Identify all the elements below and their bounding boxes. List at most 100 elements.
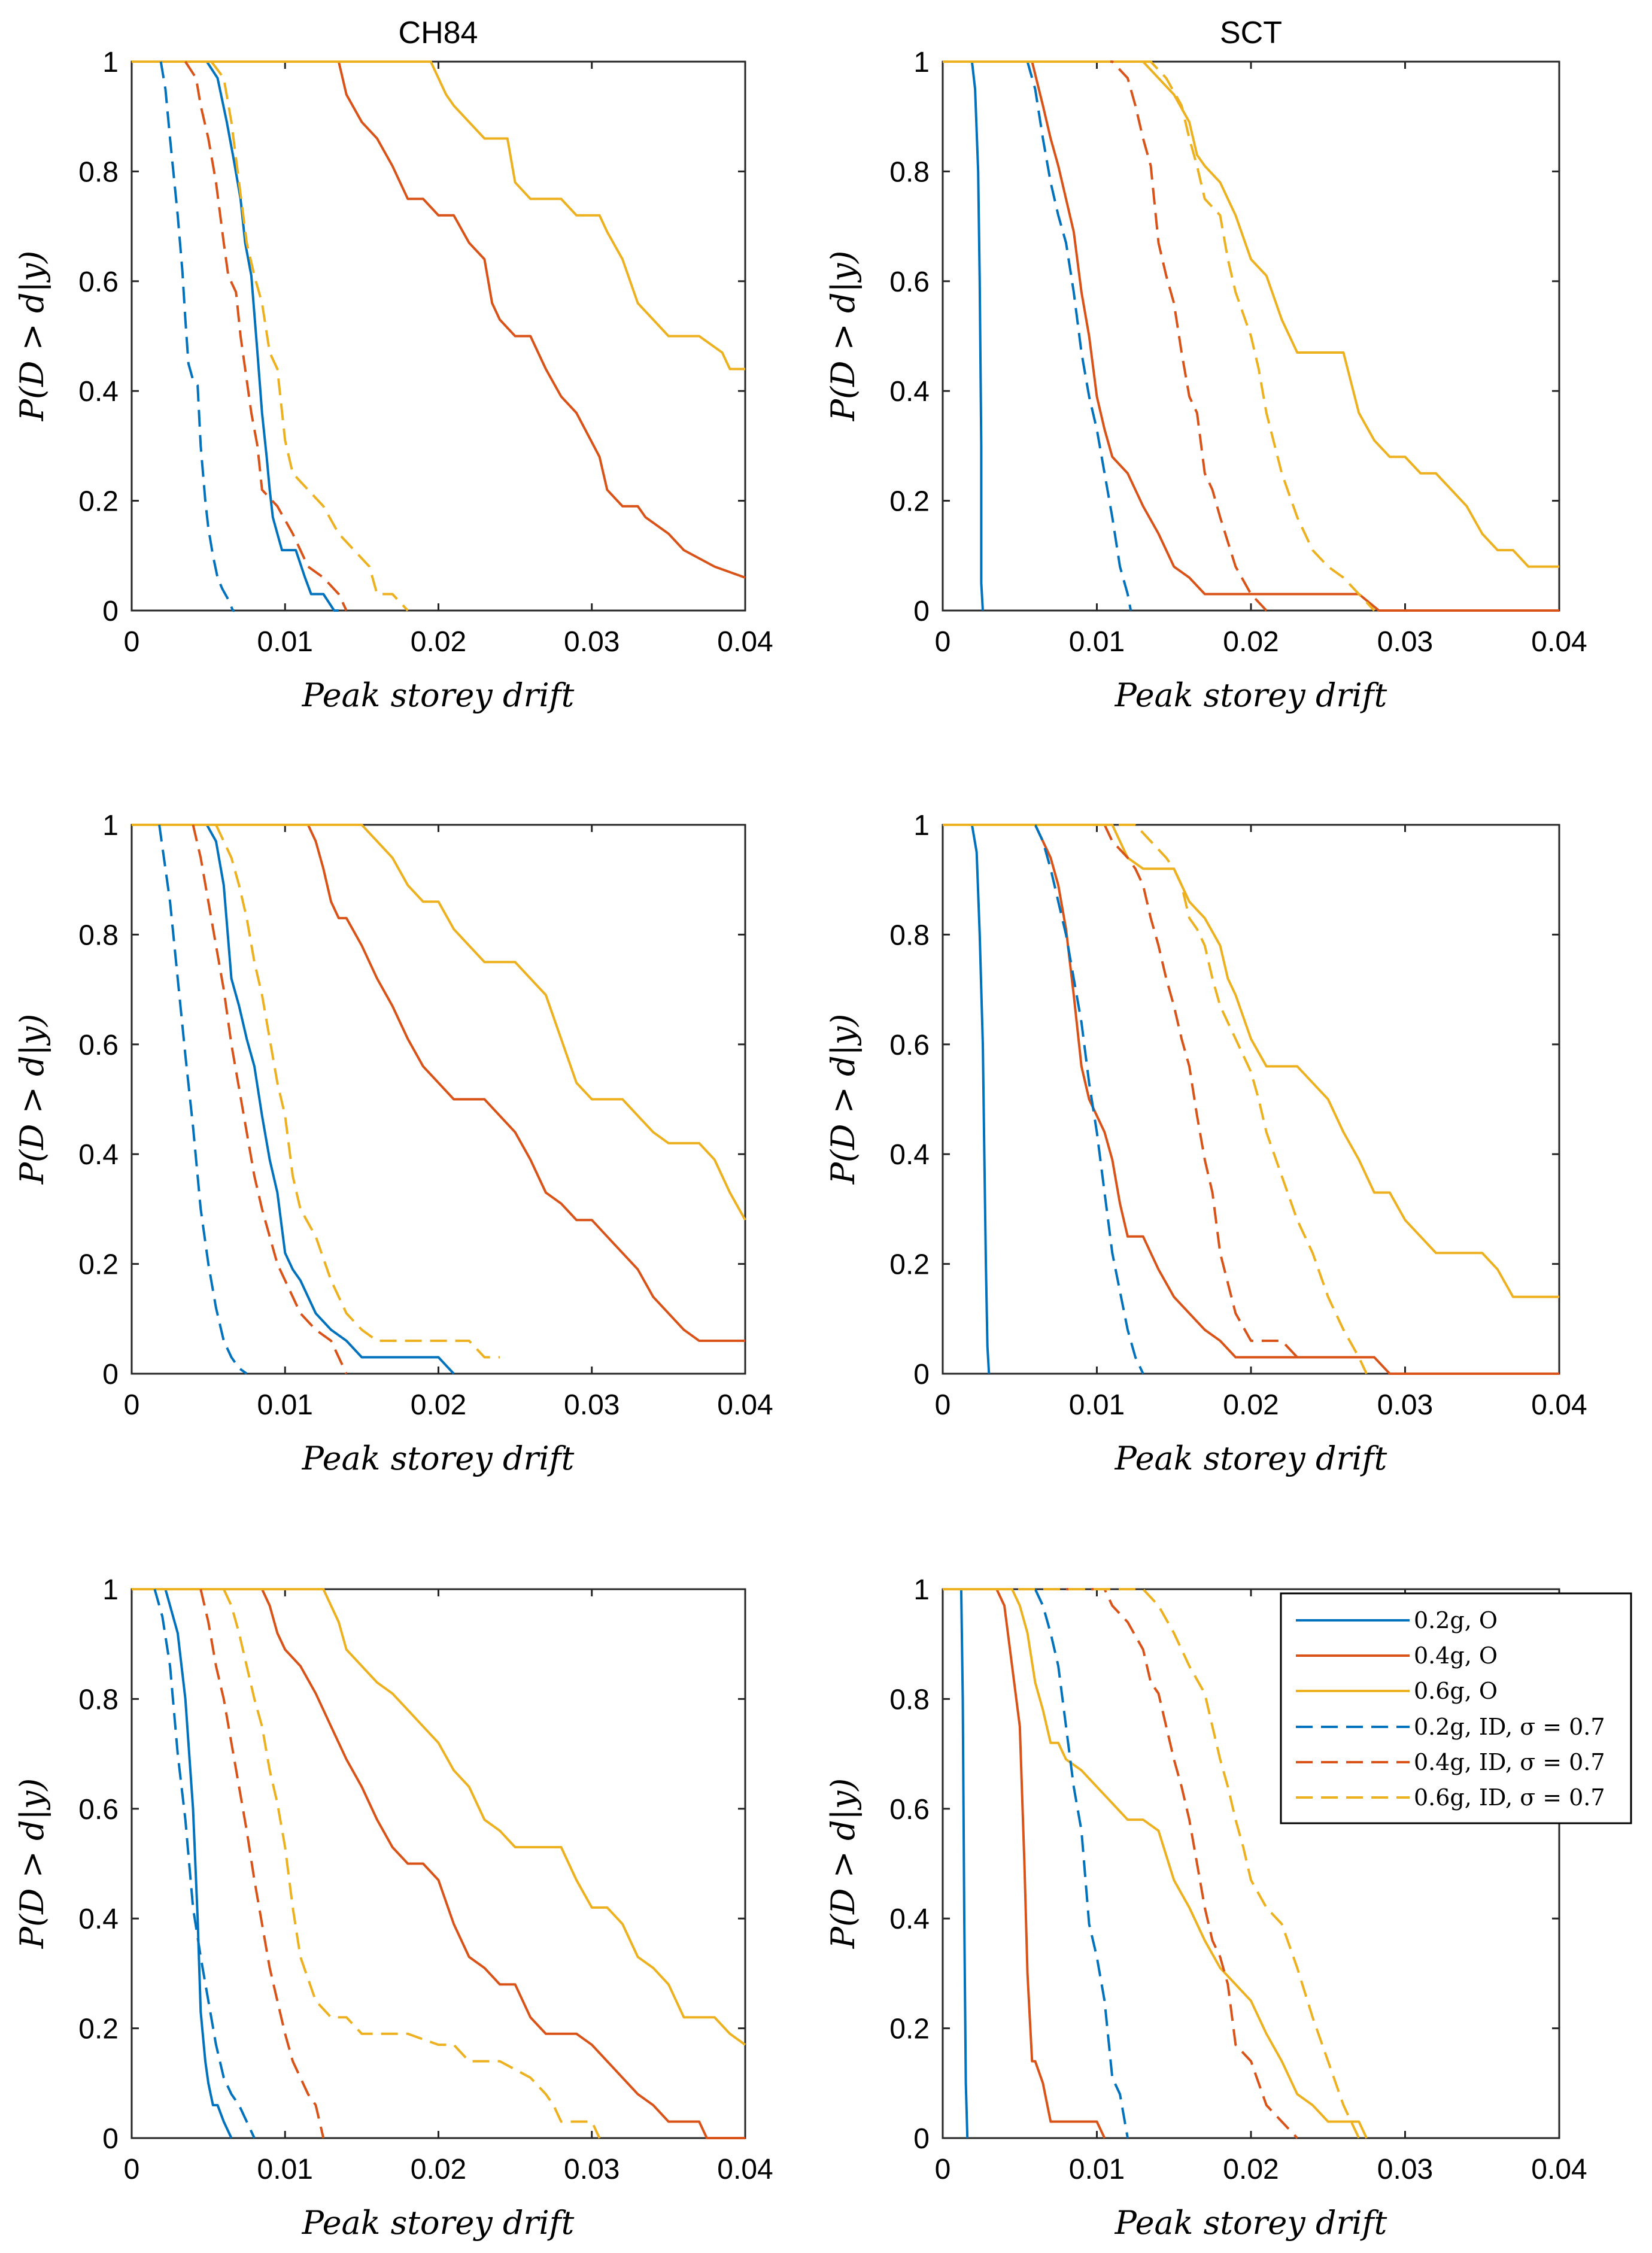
- y-tick-label: 1: [102, 47, 119, 78]
- y-tick-label: 1: [913, 47, 930, 78]
- x-tick-label: 0: [935, 626, 951, 658]
- y-tick-label: 0.4: [889, 1903, 930, 1935]
- y-axis-label: P(D > d|y): [824, 1014, 862, 1185]
- series-line-0-6g-o: [943, 1588, 1368, 2139]
- y-tick-label: 0: [913, 2123, 930, 2155]
- y-tick-label: 0.4: [78, 1903, 119, 1935]
- y-tick-label: 0.4: [78, 1139, 119, 1171]
- y-tick-label: 0.6: [78, 1794, 119, 1826]
- series-line-0-4g-o: [306, 824, 745, 1342]
- y-tick-label: 0.8: [889, 1684, 930, 1715]
- series-line-0-4g-o: [260, 1589, 745, 2139]
- legend-label: 0.6g, O: [1414, 1678, 1498, 1704]
- x-tick-label: 0.04: [1531, 1389, 1587, 1421]
- x-axis-label: Peak storey drift: [1115, 2204, 1387, 2242]
- x-tick-label: 0.03: [564, 626, 620, 658]
- chart-ch84-middle: Peak storey drift P(D > d|y) 0 0.01 0.02 0.…: [13, 810, 773, 1477]
- x-tick-label: 0.01: [257, 2154, 313, 2185]
- plot-area: [130, 60, 746, 612]
- series-line-0-4g-o: [1031, 61, 1559, 612]
- legend-label: 0.6g, ID, σ = 0.7: [1414, 1784, 1605, 1811]
- x-tick-label: 0.02: [411, 2154, 466, 2185]
- legend-item: 0.2g, O: [1296, 1607, 1498, 1633]
- x-tick-label: 0: [935, 1389, 951, 1421]
- plot-area: [130, 1588, 746, 2139]
- series-line-0-4g-o: [1034, 824, 1559, 1375]
- series-line-0-4g-id-0-7: [192, 824, 348, 1374]
- series-line-0-6g-id-0-7: [210, 60, 409, 612]
- y-tick-label: 0: [913, 1359, 930, 1390]
- y-axis-label: P(D > d|y): [13, 251, 51, 422]
- series-line-0-6g-o: [132, 824, 746, 1221]
- x-tick-label: 0.04: [717, 1389, 773, 1421]
- y-tick-label: 0.2: [78, 1249, 119, 1281]
- x-tick-label: 0: [935, 2154, 951, 2185]
- x-axis-label: Peak storey drift: [302, 676, 575, 714]
- series-line-0-2g-o: [164, 1589, 233, 2139]
- x-tick-label: 0.03: [1377, 626, 1433, 658]
- y-tick-label: 0.8: [889, 919, 930, 951]
- y-tick-label: 0.8: [78, 1684, 119, 1715]
- y-tick-label: 0: [102, 596, 119, 627]
- x-tick-label: 0.02: [1223, 1389, 1279, 1421]
- y-tick-label: 0: [102, 1359, 119, 1390]
- x-tick-label: 0.03: [564, 2154, 620, 2185]
- chart-ch84-top: CH84 Peak storey drift P(D > d|y) 0 0.01 0…: [13, 16, 773, 714]
- x-tick-label: 0: [124, 626, 140, 658]
- x-tick-label: 0.03: [1377, 2154, 1433, 2185]
- y-tick-label: 0: [913, 596, 930, 627]
- series-line-0-2g-id-0-7: [158, 824, 248, 1375]
- x-tick-label: 0.03: [1377, 1389, 1433, 1421]
- x-tick-label: 0.02: [1223, 626, 1279, 658]
- series-line-0-2g-o: [970, 61, 984, 611]
- x-tick-label: 0: [124, 1389, 140, 1421]
- x-tick-label: 0.02: [1223, 2154, 1279, 2185]
- x-axis-label: Peak storey drift: [302, 2204, 575, 2242]
- x-tick-label: 0.01: [257, 1389, 313, 1421]
- x-tick-label: 0.04: [717, 2154, 773, 2185]
- x-tick-label: 0: [124, 2154, 140, 2185]
- series-line-0-2g-o: [205, 824, 455, 1375]
- series-line-0-6g-id-0-7: [943, 824, 1368, 1374]
- series-line-0-6g-id-0-7: [222, 1589, 601, 2139]
- x-tick-label: 0.02: [411, 1389, 466, 1421]
- x-tick-label: 0.04: [717, 626, 773, 658]
- y-tick-label: 0.6: [78, 266, 119, 298]
- y-tick-label: 0.2: [78, 486, 119, 518]
- y-tick-label: 0.2: [889, 2014, 930, 2045]
- series-line-0-2g-o: [970, 824, 991, 1374]
- series-line-0-2g-o: [959, 1589, 969, 2139]
- legend-label: 0.2g, O: [1414, 1607, 1498, 1633]
- legend-label: 0.4g, ID, σ = 0.7: [1414, 1749, 1605, 1775]
- y-tick-label: 1: [913, 810, 930, 842]
- series-line-0-6g-id-0-7: [943, 60, 1375, 612]
- y-tick-label: 0.6: [889, 266, 930, 298]
- x-tick-label: 0.01: [1069, 2154, 1125, 2185]
- chart-title: CH84: [399, 16, 478, 50]
- series-line-0-4g-id-0-7: [1066, 1588, 1298, 2139]
- y-tick-label: 1: [102, 810, 119, 842]
- y-tick-label: 0: [102, 2123, 119, 2155]
- y-tick-label: 0.4: [889, 376, 930, 408]
- y-tick-label: 0.8: [78, 156, 119, 188]
- x-tick-label: 0.04: [1531, 626, 1587, 658]
- legend-item: 0.4g, O: [1296, 1642, 1498, 1669]
- chart-ch84-bottom: Peak storey drift P(D > d|y) 0 0.01 0.02 0.…: [13, 1574, 773, 2242]
- y-tick-label: 0.8: [78, 919, 119, 951]
- y-tick-label: 0.4: [889, 1139, 930, 1171]
- x-tick-label: 0.03: [564, 1389, 620, 1421]
- series-line-0-2g-id-0-7: [1034, 824, 1144, 1374]
- series-line-0-6g-id-0-7: [943, 1588, 1361, 2139]
- series-line-0-4g-o: [331, 60, 746, 579]
- y-tick-label: 0.6: [889, 1030, 930, 1061]
- y-tick-label: 0.2: [889, 486, 930, 518]
- legend-label: 0.2g, ID, σ = 0.7: [1414, 1714, 1605, 1740]
- legend-item: 0.6g, O: [1296, 1678, 1498, 1704]
- x-axis-label: Peak storey drift: [1115, 676, 1387, 714]
- chart-sct-middle: Peak storey drift P(D > d|y) 0 0.01 0.02 0.…: [824, 810, 1587, 1477]
- series-line-0-4g-id-0-7: [184, 60, 348, 611]
- series-line-0-4g-id-0-7: [1097, 60, 1268, 612]
- y-tick-label: 0.8: [889, 156, 930, 188]
- series-line-0-2g-id-0-7: [159, 61, 235, 612]
